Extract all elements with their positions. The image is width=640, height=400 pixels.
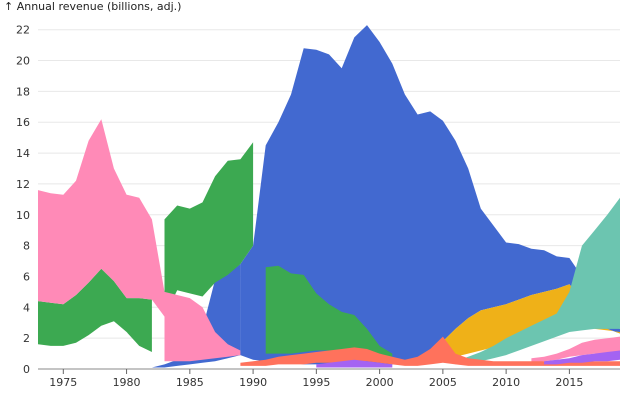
area-series-2-segment-2 [265, 265, 393, 363]
area-series-4-segment-0 [455, 197, 620, 365]
x-tick-label: 2010 [492, 376, 520, 389]
y-tick-label: 20 [16, 55, 30, 68]
y-tick-label: 18 [16, 85, 30, 98]
x-tick-label: 1985 [176, 376, 204, 389]
x-tick-label: 1975 [49, 376, 77, 389]
x-tick-label: 1995 [302, 376, 330, 389]
x-tick-label: 2000 [366, 376, 394, 389]
x-tick-label: 1990 [239, 376, 267, 389]
area-series-6-segment-0 [316, 359, 393, 368]
y-tick-label: 14 [16, 147, 30, 160]
area-series-layer [38, 25, 620, 368]
y-tick-label: 0 [23, 363, 30, 376]
x-tick-label: 2015 [555, 376, 583, 389]
area-series-5-segment-0 [240, 336, 620, 366]
area-series-3-segment-0 [38, 119, 165, 317]
x-tick-label: 1980 [113, 376, 141, 389]
y-tick-label: 6 [23, 270, 30, 283]
y-tick-label: 22 [16, 24, 30, 37]
y-tick-label: 2 [23, 332, 30, 345]
x-tick-label: 2005 [429, 376, 457, 389]
area-series-6-segment-1 [544, 350, 620, 365]
y-tick-label: 12 [16, 178, 30, 191]
y-tick-label: 10 [16, 209, 30, 222]
axes: 0 2 4 6 8 10 12 14 16 18 20 22 1975 1980 1985 1990 1995 2… [16, 24, 620, 389]
y-tick-label: 16 [16, 116, 30, 129]
area-series-3-segment-1 [164, 291, 241, 362]
area-series-2-segment-1 [164, 142, 254, 317]
y-tick-label: 4 [23, 301, 30, 314]
y-axis-title: ↑ Annual revenue (billions, adj.) [4, 0, 181, 13]
area-series-0-segment-1 [240, 25, 620, 365]
area-series-2-segment-0 [38, 268, 152, 352]
area-series-3-segment-2 [531, 336, 620, 363]
y-tick-label: 8 [23, 240, 30, 253]
